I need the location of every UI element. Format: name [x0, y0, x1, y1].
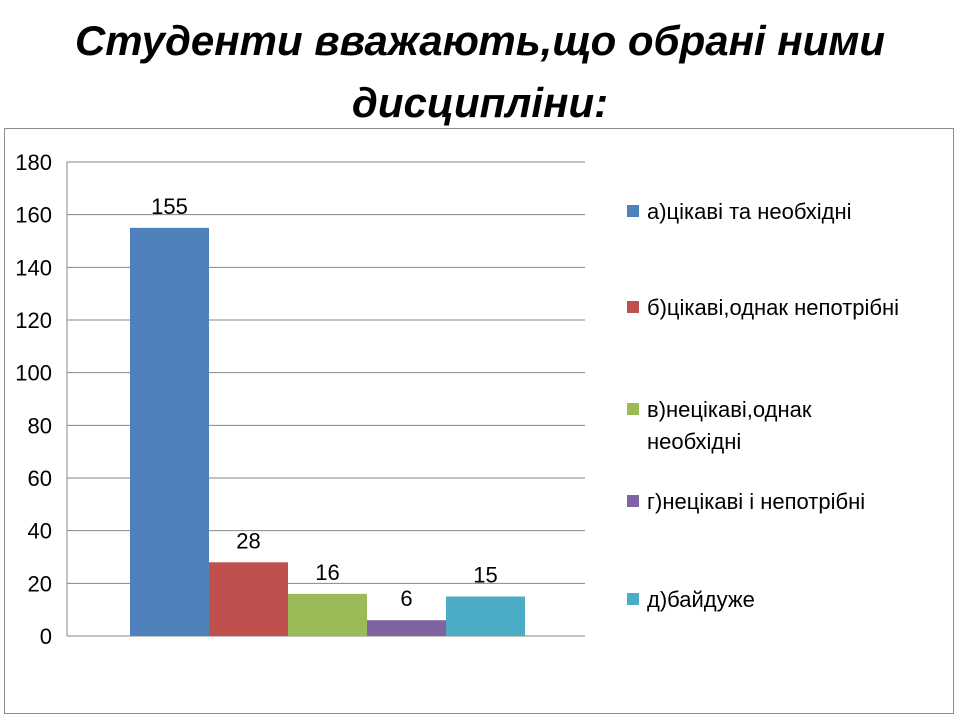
y-tick-label: 80: [28, 413, 52, 438]
legend-entry-label: в)нецікаві,однак: [647, 397, 812, 422]
slide-title: Студенти вважають,що обрані ними дисципл…: [0, 10, 960, 134]
y-tick-label: 100: [15, 361, 52, 386]
y-tick-label: 0: [40, 624, 52, 649]
bar: [367, 620, 446, 636]
legend-entry-label: г)нецікаві і непотрібні: [647, 489, 865, 514]
legend-entry-label: д)байдуже: [647, 587, 755, 612]
data-label: 16: [315, 560, 339, 585]
y-tick-label: 60: [28, 466, 52, 491]
legend-entry-label: необхідні: [647, 429, 741, 454]
data-label: 28: [236, 528, 260, 553]
data-label: 15: [473, 563, 497, 588]
bar: [130, 227, 209, 636]
bar-chart: 0 20 40 60 80 100 120 140 160 180 155 28 16 6 15 а)ціка…: [15, 150, 899, 649]
legend-swatch: [627, 301, 639, 313]
bar: [288, 593, 367, 636]
chart-frame: 0 20 40 60 80 100 120 140 160 180 155 28 16 6 15 а)ціка…: [4, 128, 954, 714]
bar: [446, 596, 525, 636]
legend-entry-label: а)цікаві та необхідні: [647, 199, 852, 224]
data-label: 6: [400, 586, 412, 611]
slide-title-line-2: дисципліни:: [351, 79, 609, 126]
legend-swatch: [627, 403, 639, 415]
slide-title-line-1: Студенти вважають,що обрані ними: [74, 17, 886, 64]
legend-swatch: [627, 495, 639, 507]
y-tick-label: 180: [15, 150, 52, 175]
legend-swatch: [627, 593, 639, 605]
data-label: 155: [151, 194, 188, 219]
y-tick-label: 160: [15, 203, 52, 228]
legend-entry-label: б)цікаві,однак непотрібні: [647, 295, 899, 320]
bar: [209, 562, 288, 636]
y-tick-label: 40: [28, 519, 52, 544]
y-tick-label: 140: [15, 255, 52, 280]
y-tick-label: 20: [28, 571, 52, 596]
legend-swatch: [627, 205, 639, 217]
y-tick-label: 120: [15, 308, 52, 333]
